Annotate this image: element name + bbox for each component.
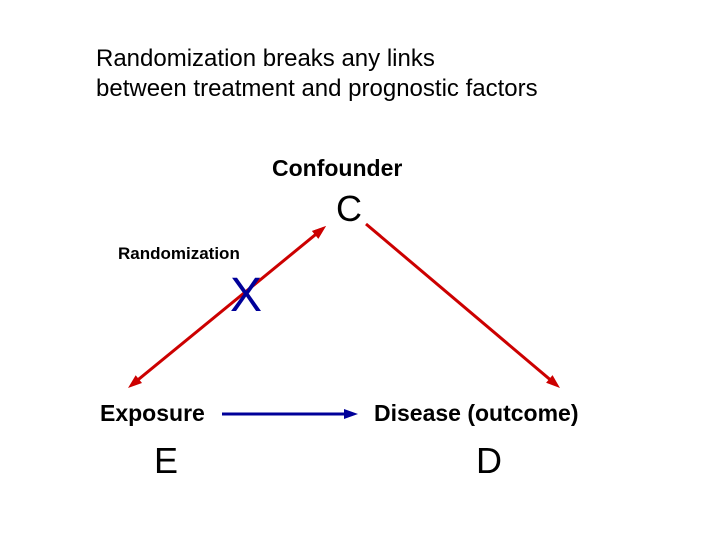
node-E: E xyxy=(154,440,178,482)
break-x-icon: X xyxy=(230,272,262,320)
label-disease: Disease (outcome) xyxy=(374,400,579,427)
node-C: C xyxy=(336,188,362,230)
title-line2: between treatment and prognostic factors xyxy=(96,75,538,102)
arrow-exposure-disease xyxy=(222,409,358,419)
slide-title: Randomization breaks any links between t… xyxy=(96,44,538,104)
title-line1: Randomization breaks any links xyxy=(96,45,435,72)
node-D: D xyxy=(476,440,502,482)
arrow-confounder-disease xyxy=(366,224,560,388)
label-randomization: Randomization xyxy=(118,244,240,264)
label-exposure: Exposure xyxy=(100,400,205,427)
label-confounder: Confounder xyxy=(272,155,402,182)
